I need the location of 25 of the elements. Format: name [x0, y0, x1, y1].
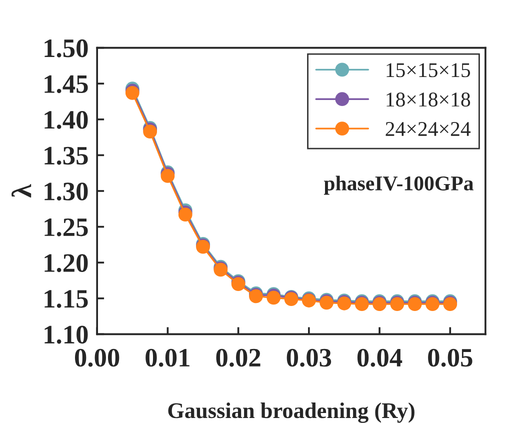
y-tick-label: 1.35	[44, 146, 88, 165]
x-axis-title: Gaussian broadening (Ry)	[168, 402, 414, 423]
y-tick-label: 1.25	[44, 218, 88, 236]
annotation: phaseIV-100GPa	[324, 176, 474, 195]
x-tick-label: 0.02	[216, 348, 260, 367]
y-axis-title: λ	[12, 184, 32, 198]
point	[143, 124, 157, 139]
legend-label: 15×15×15	[386, 63, 470, 78]
y-tick-label: 1.10	[44, 326, 88, 344]
legend-label: 18×18×18	[386, 92, 470, 107]
x-tick-label: 0.05	[428, 348, 472, 367]
y-tick-label: 1.45	[44, 75, 88, 94]
point	[266, 290, 281, 305]
y-tick-label: 1.50	[44, 39, 88, 58]
x-tick-label: 0.00	[75, 348, 120, 367]
point	[160, 169, 175, 183]
x-tick-label: 0.04	[357, 348, 402, 367]
legend-label: 24×24×24	[386, 122, 471, 136]
y-tick-label: 1.40	[44, 111, 88, 129]
x-tick-label: 0.01	[146, 348, 190, 367]
point	[178, 208, 192, 222]
x-tick-label: 0.03	[286, 348, 332, 367]
y-tick-label: 1.20	[44, 254, 88, 272]
y-tick-label: 1.15	[44, 290, 88, 308]
y-tick-label: 1.30	[44, 182, 88, 201]
